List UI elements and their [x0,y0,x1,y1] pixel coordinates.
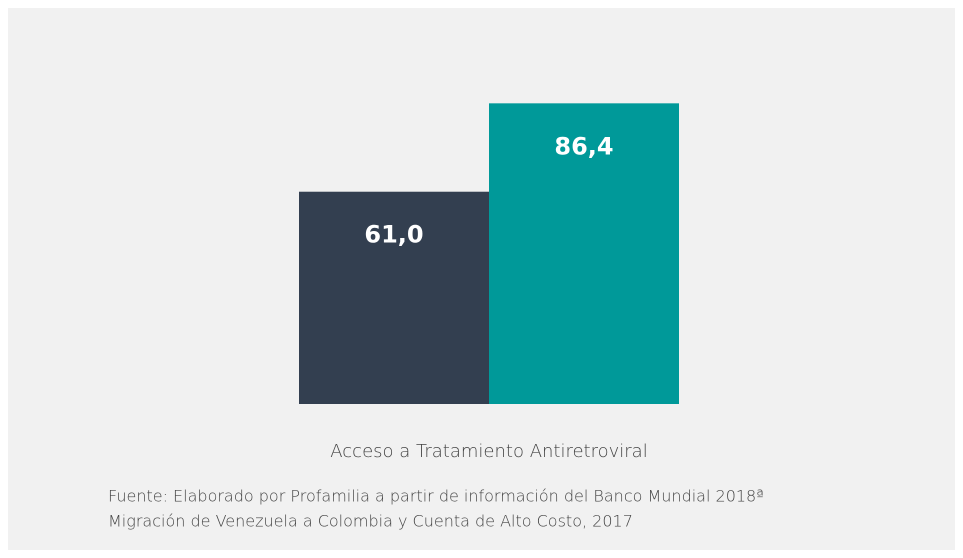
source-line: Fuente: Elaborado por Profamilia a parti… [108,487,764,506]
data-label: 61,0 [364,221,423,249]
data-label: 86,4 [554,132,613,160]
x-tick-label: Acceso a Tratamiento Antiretroviral [330,441,647,462]
bar [299,191,489,404]
source-line: Migración de Venezuela a Colombia y Cuen… [108,512,633,531]
bar [489,103,679,404]
